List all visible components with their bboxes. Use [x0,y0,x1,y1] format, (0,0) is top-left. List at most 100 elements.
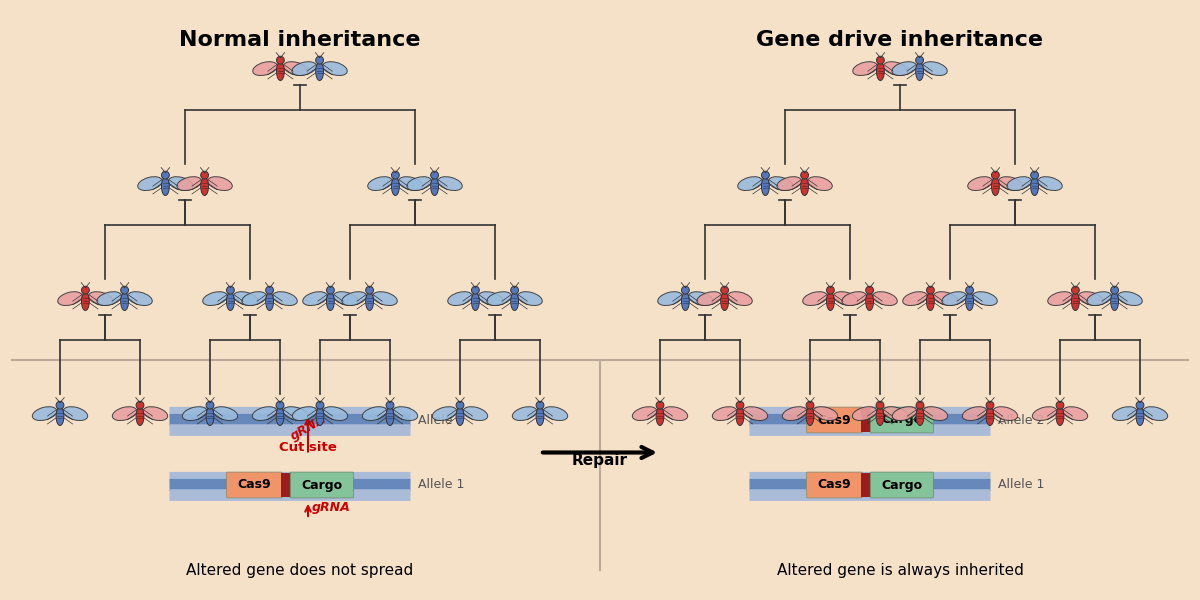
Ellipse shape [842,292,866,305]
Ellipse shape [334,292,358,305]
Circle shape [721,286,728,294]
Circle shape [1111,286,1118,294]
Ellipse shape [776,176,802,191]
Ellipse shape [176,176,202,191]
FancyBboxPatch shape [750,424,990,436]
Circle shape [456,401,464,409]
Ellipse shape [926,292,935,311]
Ellipse shape [431,177,438,196]
Ellipse shape [1087,292,1111,305]
Ellipse shape [127,292,152,305]
Ellipse shape [916,407,924,425]
Ellipse shape [316,62,324,80]
Ellipse shape [479,292,503,305]
Circle shape [276,56,284,64]
Ellipse shape [200,177,209,196]
Ellipse shape [689,292,713,305]
Ellipse shape [1032,407,1057,421]
Ellipse shape [32,407,56,421]
Circle shape [916,401,924,409]
Circle shape [265,286,274,294]
FancyBboxPatch shape [169,414,410,426]
Ellipse shape [214,407,238,421]
Text: Allele 1: Allele 1 [418,479,464,491]
Ellipse shape [664,407,688,421]
Circle shape [926,286,935,294]
Circle shape [162,171,169,179]
Circle shape [391,171,400,179]
FancyBboxPatch shape [750,407,990,416]
Text: Cas9: Cas9 [817,413,851,427]
Ellipse shape [806,407,814,425]
FancyBboxPatch shape [750,479,990,491]
Circle shape [1031,171,1038,179]
Ellipse shape [456,407,464,425]
Ellipse shape [656,407,664,425]
Ellipse shape [373,292,397,305]
FancyBboxPatch shape [169,472,410,481]
Ellipse shape [386,407,394,425]
Ellipse shape [800,177,809,196]
Ellipse shape [1117,292,1142,305]
Circle shape [800,171,809,179]
Ellipse shape [272,292,298,305]
Ellipse shape [342,292,366,305]
Circle shape [916,56,924,64]
Ellipse shape [391,177,400,196]
Ellipse shape [762,177,769,196]
Ellipse shape [738,176,762,191]
Ellipse shape [487,292,511,305]
Ellipse shape [293,407,317,421]
Ellipse shape [56,407,64,425]
Ellipse shape [316,407,324,425]
Ellipse shape [808,176,833,191]
Ellipse shape [517,292,542,305]
Ellipse shape [544,407,568,421]
Ellipse shape [986,407,994,425]
Bar [281,473,292,497]
Ellipse shape [394,407,418,421]
Circle shape [865,286,874,294]
FancyBboxPatch shape [806,407,863,433]
FancyBboxPatch shape [750,472,990,481]
Ellipse shape [1144,407,1168,421]
Ellipse shape [991,177,1000,196]
Text: Allele 2: Allele 2 [418,413,464,427]
Circle shape [806,401,814,409]
Ellipse shape [323,62,347,76]
Ellipse shape [682,292,689,311]
Ellipse shape [302,292,328,305]
Text: Normal inheritance: Normal inheritance [179,30,421,50]
Ellipse shape [994,407,1018,421]
FancyBboxPatch shape [750,489,990,501]
Ellipse shape [323,407,348,421]
Ellipse shape [366,292,373,311]
Ellipse shape [1063,407,1087,421]
Ellipse shape [283,407,307,421]
Bar [862,408,871,432]
FancyBboxPatch shape [169,407,410,416]
Ellipse shape [398,176,424,191]
Ellipse shape [883,407,907,421]
Ellipse shape [121,292,128,311]
Ellipse shape [536,407,544,425]
Ellipse shape [1079,292,1103,305]
Ellipse shape [143,407,168,421]
FancyBboxPatch shape [169,489,410,501]
Text: Allele 2: Allele 2 [998,413,1044,427]
Ellipse shape [727,292,752,305]
Circle shape [136,401,144,409]
Ellipse shape [407,176,432,191]
Ellipse shape [697,292,721,305]
Circle shape [991,171,1000,179]
Text: Cas9: Cas9 [817,479,851,491]
Ellipse shape [973,292,997,305]
FancyBboxPatch shape [750,414,990,426]
Ellipse shape [883,62,908,76]
Circle shape [656,401,664,409]
Ellipse shape [367,176,392,191]
Ellipse shape [203,292,227,305]
Ellipse shape [942,292,966,305]
Text: Cargo: Cargo [301,479,342,491]
FancyBboxPatch shape [806,472,863,498]
